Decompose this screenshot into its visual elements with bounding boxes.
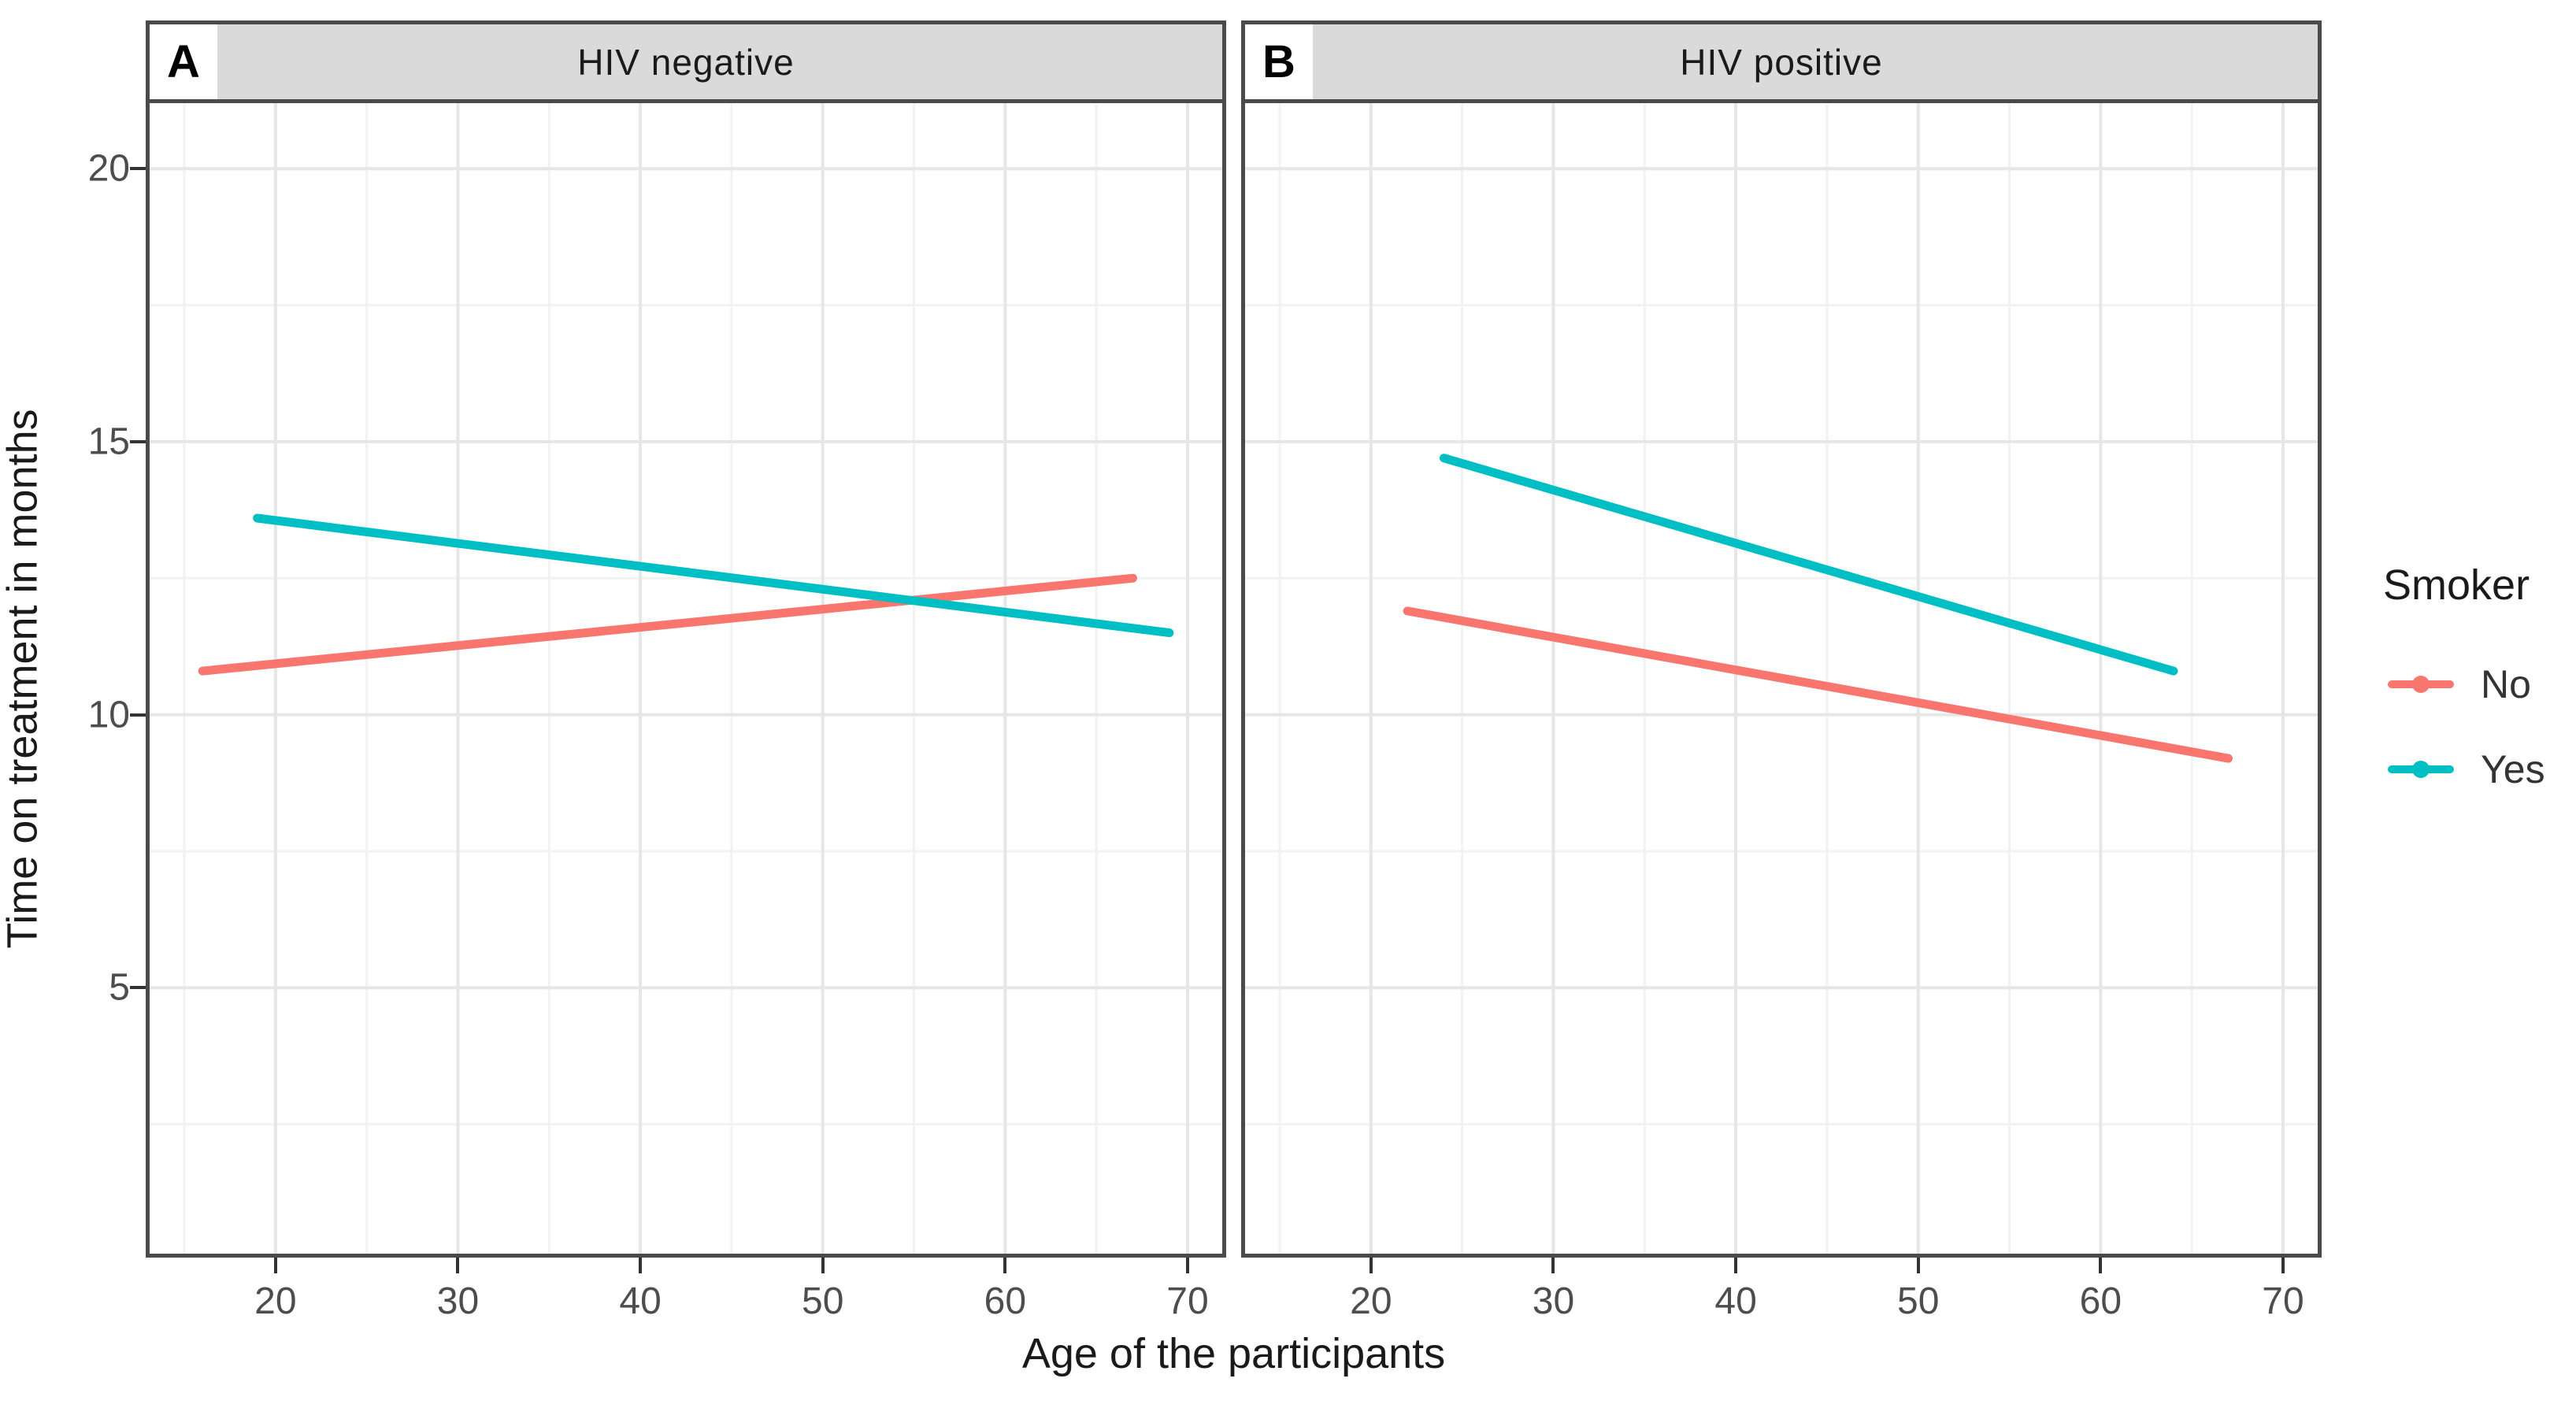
y-axis-tick-label: 15 [87, 421, 130, 463]
y-axis-title-text: Time on treatment in months [0, 408, 47, 949]
x-axis-tick-label: 30 [436, 1280, 480, 1322]
x-axis-tick-label: 70 [1166, 1280, 1209, 1322]
facet-a-panel [146, 99, 1226, 1258]
x-axis-tick-mark [273, 1258, 277, 1273]
facet-b-plot-area [1245, 103, 2318, 1254]
legend-key-dot [2412, 761, 2430, 778]
x-axis-tick-mark [1003, 1258, 1007, 1273]
legend-entries: No Yes [2388, 661, 2576, 792]
y-axis-tick-mark [130, 713, 146, 717]
x-axis-tick-mark [1734, 1258, 1738, 1273]
x-axis-tick-label: 50 [1897, 1280, 1940, 1322]
x-axis-tick-label: 30 [1532, 1280, 1575, 1322]
y-axis-tick-mark [130, 439, 146, 443]
x-axis-tick-mark [821, 1258, 825, 1273]
facet-a-tag: A [150, 24, 217, 99]
legend: Smoker No Yes [2372, 561, 2576, 792]
x-axis-tick-label: 60 [984, 1280, 1027, 1322]
series-line-smoker-no [1403, 606, 2233, 763]
series-line-smoker-yes [1439, 454, 2178, 676]
legend-entry-yes: Yes [2388, 747, 2576, 792]
facet-b-panel [1241, 99, 2322, 1258]
legend-entry-label: Yes [2481, 747, 2545, 791]
y-axis-tick-label: 10 [87, 694, 130, 736]
legend-entry-label: No [2481, 662, 2531, 706]
x-axis-tick-label: 50 [802, 1280, 844, 1322]
x-axis-tick-mark [456, 1258, 460, 1273]
facet-b-tag: B [1245, 24, 1313, 99]
x-axis-tick-label: 70 [2262, 1280, 2304, 1322]
facet-b-strip: HIV positive B [1241, 20, 2322, 103]
legend-key-line-icon [2388, 752, 2454, 787]
facet-a-plot-area [150, 103, 1222, 1254]
x-axis-tick-label: 20 [1350, 1280, 1392, 1322]
y-axis-tick-mark [130, 167, 146, 171]
x-axis-tick-mark [2281, 1258, 2285, 1273]
y-axis-tick-label: 5 [109, 966, 130, 1009]
x-axis-tick-mark [2099, 1258, 2103, 1273]
x-axis-tick-label: 40 [619, 1280, 662, 1322]
y-axis-title: Time on treatment in months [0, 99, 50, 1258]
x-axis-tick-label: 40 [1714, 1280, 1757, 1322]
facet-a-strip: HIV negative A [146, 20, 1226, 103]
x-axis-tick-label: 20 [254, 1280, 297, 1322]
facet-b-title: HIV positive [1680, 41, 1883, 83]
legend-key-line-icon [2388, 667, 2454, 702]
y-axis-tick-label: 20 [87, 147, 130, 190]
series-line-smoker-yes [253, 513, 1174, 638]
y-axis-tick-mark [130, 986, 146, 990]
legend-title: Smoker [2383, 561, 2530, 609]
x-axis-tick-label: 60 [2079, 1280, 2122, 1322]
legend-key-dot [2412, 676, 2430, 693]
facet-a-title: HIV negative [577, 41, 795, 83]
x-axis-tick-mark [1551, 1258, 1555, 1273]
x-axis-tick-mark [1916, 1258, 1920, 1273]
x-axis-title: Age of the participants [1021, 1330, 1446, 1377]
x-axis-tick-mark [1185, 1258, 1189, 1273]
x-axis-tick-mark [1369, 1258, 1373, 1273]
x-axis-tick-mark [639, 1258, 643, 1273]
legend-entry-no: No [2388, 661, 2576, 707]
series-line-smoker-no [198, 573, 1137, 676]
